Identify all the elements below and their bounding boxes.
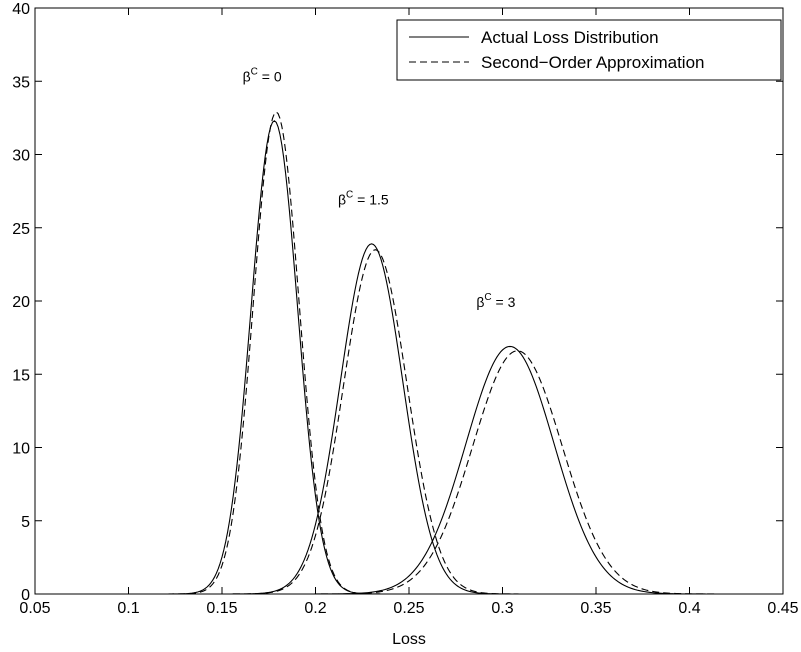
y-tick-label: 25 bbox=[12, 221, 30, 238]
x-tick-label: 0.15 bbox=[206, 600, 237, 617]
legend-box bbox=[396, 19, 782, 81]
y-tick-label: 40 bbox=[12, 1, 30, 18]
x-tick-label: 0.25 bbox=[393, 600, 424, 617]
legend-label: Actual Loss Distribution bbox=[481, 28, 659, 47]
annotation-base: β bbox=[476, 294, 484, 310]
actual-curve-1 bbox=[35, 120, 783, 595]
approximation-curve-1 bbox=[35, 111, 783, 595]
annotation-value: = 3 bbox=[492, 294, 516, 310]
annotation-base: β bbox=[243, 68, 251, 84]
curve-annotation: βC = 0 bbox=[243, 66, 282, 84]
annotation-base: β bbox=[338, 191, 346, 207]
x-tick-label: 0.35 bbox=[580, 600, 611, 617]
legend-label: Second−Order Approximation bbox=[481, 53, 705, 72]
x-tick-label: 0.45 bbox=[767, 600, 798, 617]
x-tick-label: 0.2 bbox=[304, 600, 326, 617]
plot-frame bbox=[34, 7, 784, 595]
annotation-value: = 0 bbox=[258, 68, 282, 84]
y-tick-label: 10 bbox=[12, 441, 30, 458]
ticks: 0.05 0.1 0.15 0.2 0.25 0.3 0.35 0.4 0.45 0 5 10 15 20… bbox=[12, 1, 798, 617]
annotation-superscript: C bbox=[251, 66, 258, 77]
approximation-curve-3 bbox=[35, 350, 783, 595]
x-axis-label: Loss bbox=[392, 631, 426, 648]
y-tick-label: 15 bbox=[12, 367, 30, 384]
x-tick-label: 0.4 bbox=[678, 600, 700, 617]
y-tick-label: 35 bbox=[12, 74, 30, 91]
curve-annotation: βC = 3 bbox=[476, 292, 515, 310]
curve-annotation: βC = 1.5 bbox=[338, 189, 389, 207]
annotation-superscript: C bbox=[484, 292, 491, 303]
actual-curve-2 bbox=[35, 243, 783, 595]
annotation-superscript: C bbox=[346, 189, 353, 200]
x-tick-label: 0.1 bbox=[117, 600, 139, 617]
actual-curve-3 bbox=[35, 345, 783, 595]
annotation-value: = 1.5 bbox=[353, 191, 389, 207]
y-tick-label: 5 bbox=[21, 514, 30, 531]
y-tick-label: 0 bbox=[21, 587, 30, 604]
legend: Actual Loss Distribution Second−Order App… bbox=[396, 19, 782, 81]
y-tick-label: 20 bbox=[12, 294, 30, 311]
x-tick-label: 0.05 bbox=[19, 600, 50, 617]
x-tick-label: 0.3 bbox=[491, 600, 513, 617]
curves bbox=[35, 111, 783, 595]
annotations: βC = 0βC = 1.5βC = 3 bbox=[243, 66, 516, 310]
y-tick-label: 30 bbox=[12, 148, 30, 165]
